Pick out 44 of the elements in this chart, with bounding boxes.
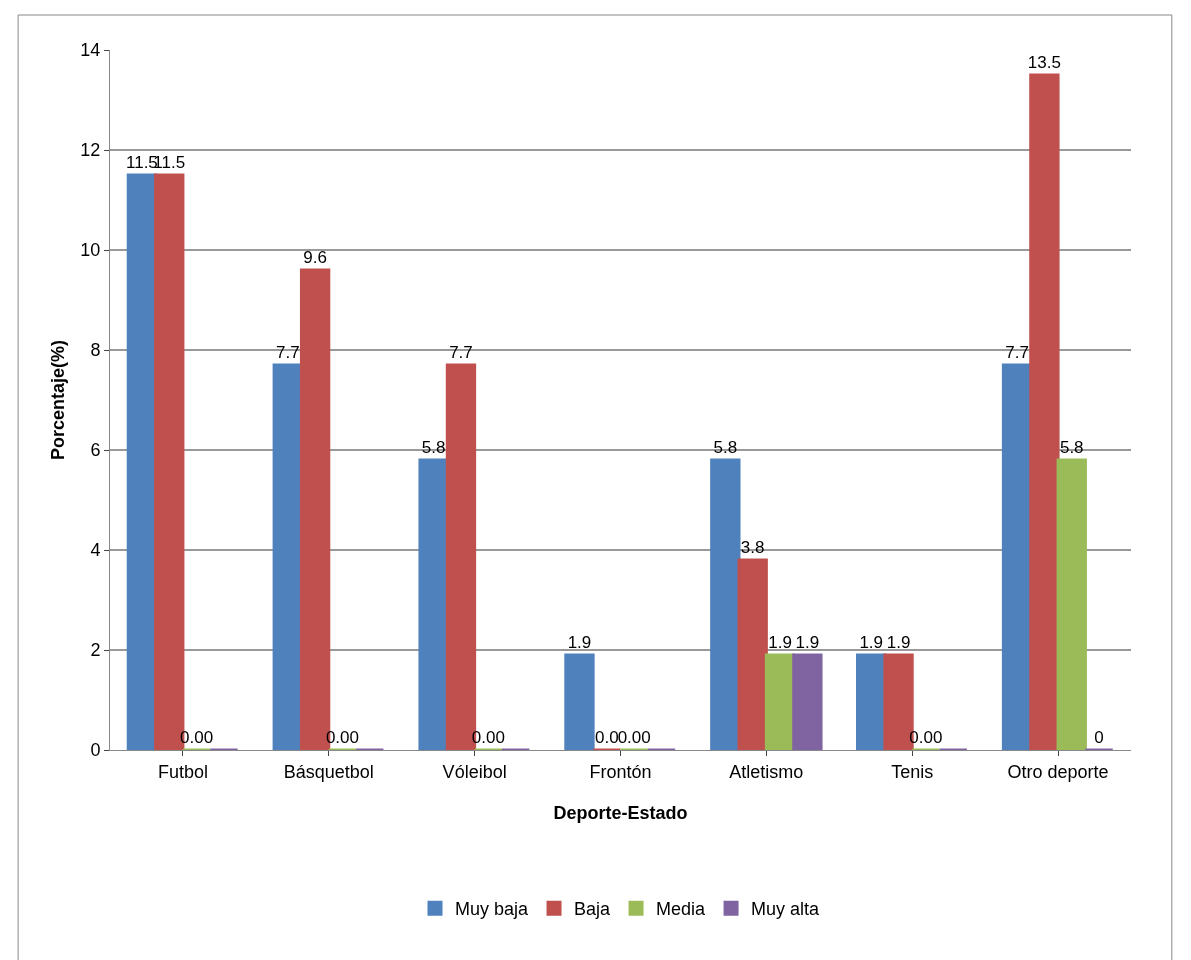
bar — [564, 653, 595, 750]
data-label: 1.9 — [886, 633, 911, 652]
legend-label: Media — [656, 899, 707, 920]
data-label: 0.0 — [595, 728, 619, 747]
x-tick-label: Otro deporte — [1007, 761, 1109, 782]
y-tick-label: 14 — [80, 40, 101, 61]
data-label: 1.9 — [567, 633, 592, 652]
bar — [737, 558, 768, 750]
data-label: 9.6 — [303, 248, 327, 267]
bar — [418, 458, 449, 750]
y-tick-label: 2 — [90, 640, 101, 661]
legend-label: Muy baja — [455, 899, 530, 920]
data-label: 1.9 — [859, 633, 884, 652]
data-label: 7.7 — [275, 343, 300, 362]
y-tick-label: 12 — [80, 140, 101, 161]
y-tick-label: 10 — [80, 240, 101, 261]
y-tick-label: 6 — [90, 440, 101, 461]
y-tick-label: 8 — [90, 340, 101, 361]
x-tick-label: Tenis — [891, 761, 934, 782]
data-label: 3.8 — [740, 538, 765, 557]
x-tick-label: Básquetbol — [283, 761, 374, 782]
data-label: 7.7 — [449, 343, 473, 362]
y-axis-title: Porcentaje(%) — [48, 339, 68, 461]
data-label: 0.00 — [617, 728, 651, 747]
data-label: 5.8 — [421, 438, 446, 457]
bar — [1056, 458, 1087, 750]
legend-label: Muy alta — [751, 899, 821, 920]
data-label: 7.7 — [1005, 343, 1029, 362]
x-tick-label: Vóleibol — [442, 761, 507, 782]
data-label: 0 — [1094, 728, 1104, 747]
x-tick-label: Atletismo — [729, 761, 804, 782]
data-label: 1.9 — [795, 633, 820, 652]
x-axis-title: Deporte-Estado — [553, 802, 688, 823]
bar — [1029, 73, 1060, 750]
y-tick-label: 4 — [90, 540, 101, 561]
data-label: 13.5 — [1027, 53, 1061, 72]
y-tick-label: 0 — [90, 740, 101, 761]
x-tick-label: Frontón — [589, 761, 652, 782]
data-label: 1.9 — [768, 633, 792, 652]
bar — [710, 458, 741, 750]
legend-label: Baja — [574, 899, 612, 920]
x-tick-label: Futbol — [157, 761, 208, 782]
data-label: 5.8 — [1059, 438, 1084, 457]
data-label: 5.8 — [713, 438, 738, 457]
